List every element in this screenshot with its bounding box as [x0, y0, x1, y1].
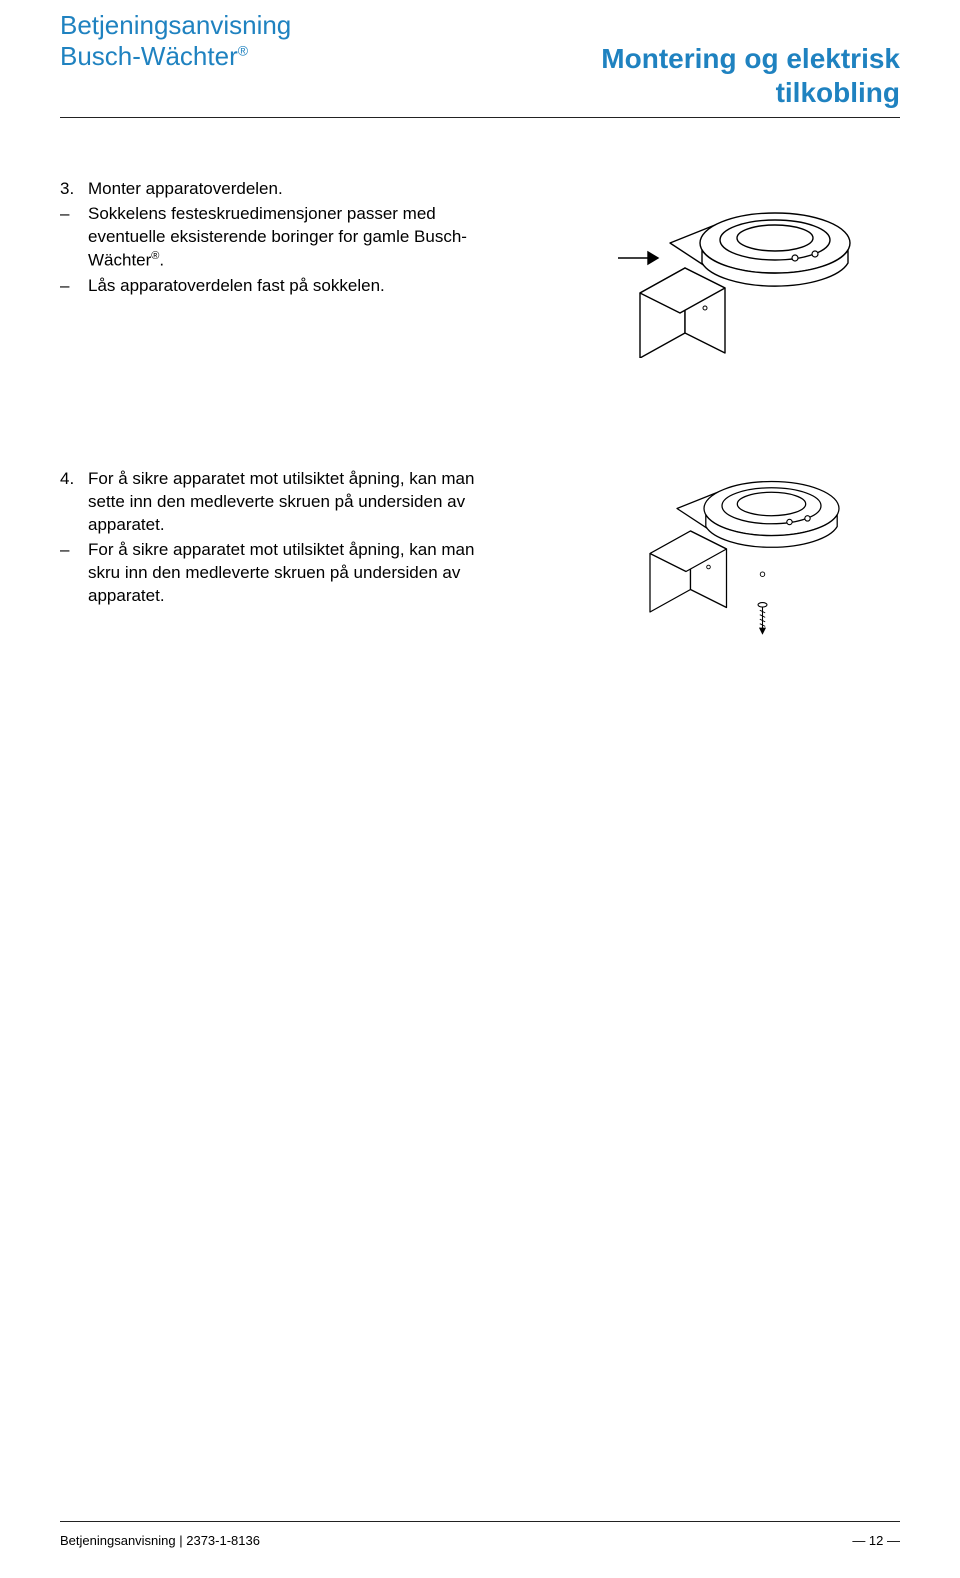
step-3-figure: [510, 178, 900, 358]
content: 3. Monter apparatoverdelen. – Sokkelens …: [60, 118, 900, 648]
header-left: Betjeningsanvisning Busch-Wächter®: [60, 10, 291, 72]
mount-device-illustration: [610, 178, 870, 358]
step-3-text: 3. Monter apparatoverdelen. – Sokkelens …: [60, 178, 510, 297]
header: Betjeningsanvisning Busch-Wächter® Monte…: [60, 0, 900, 109]
product-name: Busch-Wächter®: [60, 41, 291, 72]
product-name-text: Busch-Wächter: [60, 41, 238, 71]
step-4-figure: [510, 468, 900, 648]
bullet-dash: –: [60, 275, 88, 298]
step-4-text: 4. For å sikre apparatet mot utilsiktet …: [60, 468, 510, 608]
step-4-title: For å sikre apparatet mot utilsiktet åpn…: [88, 468, 510, 537]
page: Betjeningsanvisning Busch-Wächter® Monte…: [0, 0, 960, 1578]
step-4-number: 4.: [60, 468, 88, 537]
header-right: Montering og elektrisk tilkobling: [601, 10, 900, 109]
footer-rule: [60, 1521, 900, 1522]
footer-page-number: — 12 —: [852, 1533, 900, 1548]
footer-doc-ref: Betjeningsanvisning | 2373-1-8136: [60, 1533, 260, 1548]
step-4: 4. For å sikre apparatet mot utilsiktet …: [60, 468, 900, 648]
registered-mark: ®: [238, 43, 248, 59]
bullet-dash: –: [60, 203, 88, 272]
section-title-line2: tilkobling: [601, 76, 900, 110]
step-3-bullet-1: Sokkelens festeskruedimensjoner passer m…: [88, 203, 510, 272]
bullet-dash: –: [60, 539, 88, 608]
footer: Betjeningsanvisning | 2373-1-8136 — 12 —: [60, 1533, 900, 1548]
step-3: 3. Monter apparatoverdelen. – Sokkelens …: [60, 178, 900, 358]
section-title-line1: Montering og elektrisk: [601, 42, 900, 76]
step-4-bullet-1: For å sikre apparatet mot utilsiktet åpn…: [88, 539, 510, 608]
step-3-number: 3.: [60, 178, 88, 201]
doc-type-label: Betjeningsanvisning: [60, 10, 291, 41]
step-3-title: Monter apparatoverdelen.: [88, 178, 283, 201]
step-3-bullet-2: Lås apparatoverdelen fast på sokkelen.: [88, 275, 385, 298]
secure-screw-illustration: [610, 468, 870, 648]
